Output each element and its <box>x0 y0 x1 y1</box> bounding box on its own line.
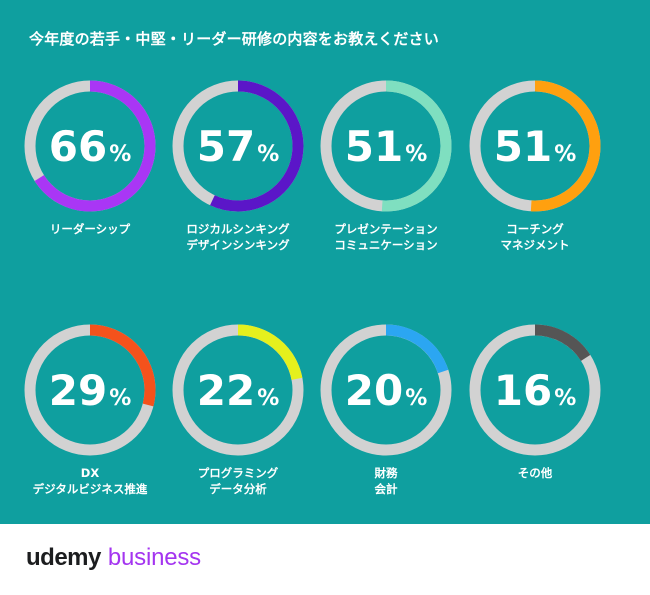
ring-value-label-8: 16% <box>494 366 577 415</box>
ring-value-label-5: 29% <box>49 366 132 415</box>
ring-category-line: プログラミング <box>197 466 279 480</box>
ring-category-line: デジタルビジネス推進 <box>32 482 148 496</box>
ring-category-label-8: その他 <box>460 465 610 481</box>
ring-category-label-5: DX デジタルビジネス推進 <box>15 465 165 497</box>
ring-category-line: リーダーシップ <box>49 222 131 236</box>
ring-value-label-1: 66% <box>49 122 132 171</box>
ring-category-line: マネジメント <box>500 238 570 252</box>
ring-category-line: データ分析 <box>209 482 267 496</box>
ring-value-arc-2 <box>172 80 304 212</box>
ring-category-line: その他 <box>517 466 553 480</box>
ring-category-label-1: リーダーシップ <box>15 221 165 237</box>
ring-category-line: コミュニケーション <box>334 238 438 252</box>
ring-category-line: 財務 <box>374 466 398 480</box>
ring-category-label-2: ロジカルシンキング デザインシンキング <box>163 221 313 253</box>
ring-category-line: プレゼンテーション <box>334 222 438 236</box>
chart-title: 今年度の若手・中堅・リーダー研修の内容をお教えください <box>29 30 439 48</box>
ring-category-line: 会計 <box>374 482 398 496</box>
ring-value-arc-5 <box>24 324 156 456</box>
ring-value-arc-6 <box>172 324 304 456</box>
ring-category-line: DX <box>80 466 100 480</box>
ring-value-label-2: 57% <box>197 122 280 171</box>
ring-value-arc-4 <box>469 80 601 212</box>
ring-category-line: デザインシンキング <box>186 238 290 252</box>
ring-value-label-7: 20% <box>345 366 428 415</box>
ring-value-arc-8 <box>469 324 601 456</box>
ring-category-line: ロジカルシンキング <box>186 222 290 236</box>
ring-category-label-7: 財務 会計 <box>311 465 461 497</box>
ring-category-label-3: プレゼンテーション コミュニケーション <box>311 221 461 253</box>
ring-value-label-6: 22% <box>197 366 280 415</box>
ring-value-arc-1 <box>24 80 156 212</box>
donut-rings: 66% 57% 51% 51% 29% 22% 20% 16% <box>24 80 601 456</box>
ring-value-label-3: 51% <box>345 122 428 171</box>
ring-value-arc-7 <box>320 324 452 456</box>
logo-udemy-text: udemy <box>26 544 101 571</box>
footer: udemy business <box>0 524 650 595</box>
chart-panel: 今年度の若手・中堅・リーダー研修の内容をお教えください 66% 57% 51% 51%… <box>0 0 650 524</box>
logo-business-text: business <box>107 544 201 571</box>
udemy-business-logo: udemy business <box>26 544 201 572</box>
ring-category-line: コーチング <box>506 222 564 236</box>
ring-value-label-4: 51% <box>494 122 577 171</box>
ring-category-label-4: コーチングマネジメント <box>460 221 610 253</box>
ring-category-label-6: プログラミング データ分析 <box>163 465 313 497</box>
ring-value-arc-3 <box>320 80 452 212</box>
